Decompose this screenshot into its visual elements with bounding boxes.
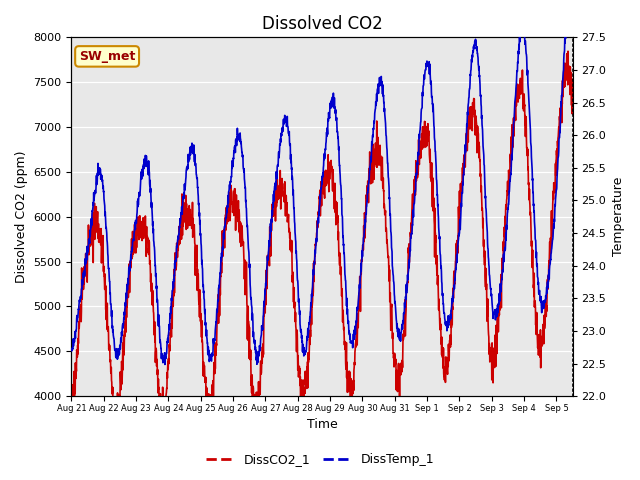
X-axis label: Time: Time — [307, 419, 337, 432]
Text: SW_met: SW_met — [79, 50, 135, 63]
Y-axis label: Dissolved CO2 (ppm): Dissolved CO2 (ppm) — [15, 151, 28, 283]
Title: Dissolved CO2: Dissolved CO2 — [262, 15, 382, 33]
Y-axis label: Temperature: Temperature — [612, 177, 625, 256]
Legend: DissCO2_1, DissTemp_1: DissCO2_1, DissTemp_1 — [201, 448, 439, 471]
